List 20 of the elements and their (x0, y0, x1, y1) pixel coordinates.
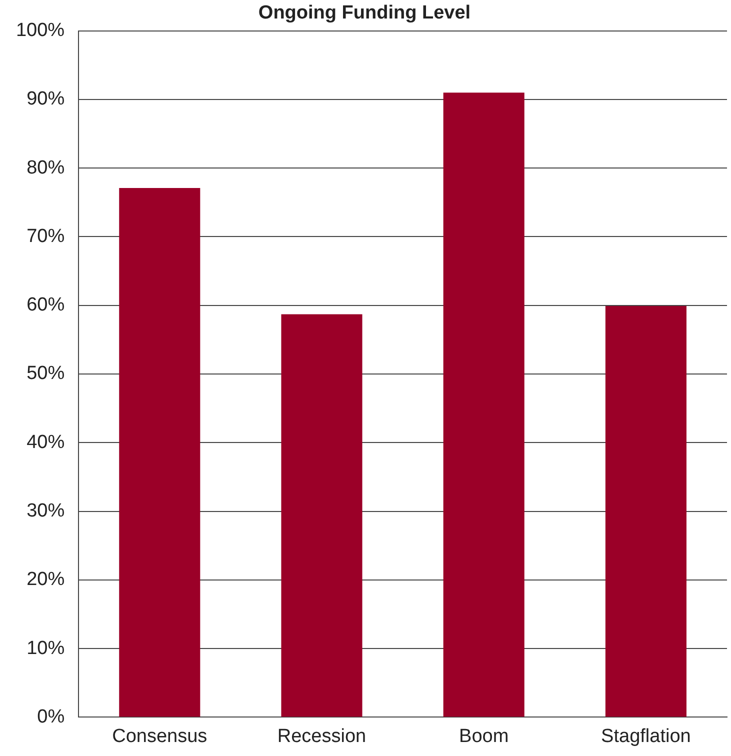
y-tick-label: 10% (26, 638, 65, 659)
y-tick-label: 90% (26, 88, 65, 110)
y-tick-label: 40% (26, 432, 65, 453)
x-tick-label: Stagflation (601, 726, 691, 747)
y-tick-label: 0% (37, 706, 65, 728)
bar (119, 188, 200, 717)
y-tick-label: 60% (26, 294, 65, 316)
y-tick-label: 70% (26, 226, 65, 247)
bar (281, 314, 362, 717)
chart-title: Ongoing Funding Level (258, 2, 471, 24)
y-tick-label: 80% (26, 157, 65, 178)
x-tick-label: Recession (277, 726, 366, 747)
x-tick-label: Consensus (112, 726, 208, 747)
bar (443, 92, 524, 717)
y-tick-label: 30% (26, 500, 65, 522)
y-tick-label: 100% (16, 20, 65, 42)
y-tick-label: 20% (26, 569, 65, 590)
y-tick-label: 50% (26, 363, 65, 384)
bar (605, 306, 686, 717)
x-tick-label: Boom (459, 726, 509, 747)
